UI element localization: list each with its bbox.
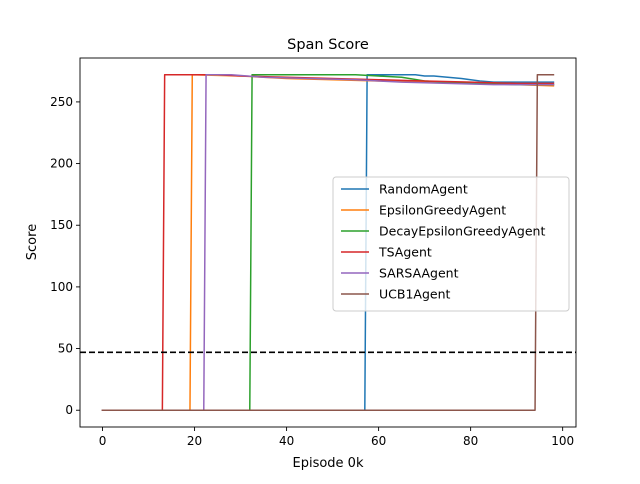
legend: RandomAgent EpsilonGreedyAgent DecayEpsilo… xyxy=(332,176,570,312)
y-tick-label: 200 xyxy=(50,157,73,171)
legend-label: EpsilonGreedyAgent xyxy=(379,203,506,218)
legend-box xyxy=(332,176,570,312)
x-tick-label: 100 xyxy=(551,434,574,448)
legend-label: DecayEpsilonGreedyAgent xyxy=(379,224,545,239)
y-tick-label: 250 xyxy=(50,95,73,109)
y-tick-label: 100 xyxy=(50,280,73,294)
legend-label: RandomAgent xyxy=(379,182,468,197)
y-tick-label: 150 xyxy=(50,218,73,232)
legend-label: SARSAAgent xyxy=(379,266,459,281)
legend-label: UCB1Agent xyxy=(379,287,451,302)
y-tick-label: 50 xyxy=(58,342,73,356)
legend-label: TSAgent xyxy=(378,245,432,260)
y-axis-label: Score xyxy=(25,224,40,260)
series-line-sarsaagent xyxy=(101,74,555,411)
x-tick-label: 60 xyxy=(371,434,386,448)
x-tick-label: 80 xyxy=(463,434,478,448)
x-tick-label: 20 xyxy=(187,434,202,448)
y-tick-label: 0 xyxy=(65,403,73,417)
plot-frame xyxy=(79,57,577,428)
series-line-randomagent xyxy=(101,74,555,411)
x-tick-label: 40 xyxy=(279,434,294,448)
chart-title: Span Score xyxy=(287,37,369,53)
x-tick-label: 0 xyxy=(99,434,107,448)
x-axis-label: Episode 0k xyxy=(293,456,364,471)
